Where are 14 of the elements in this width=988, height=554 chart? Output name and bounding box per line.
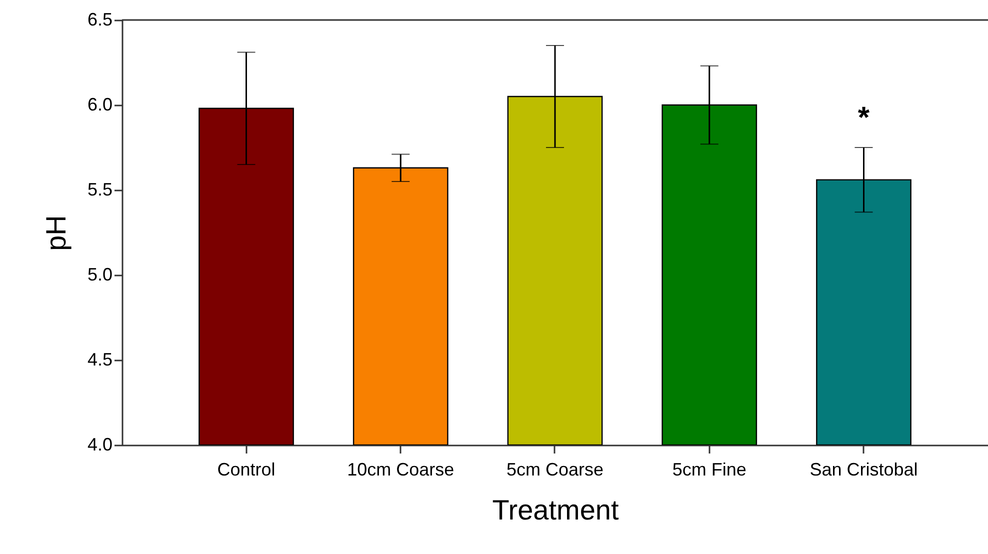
x-tick-label: Control	[217, 460, 276, 480]
y-tick-label: 5.0	[87, 264, 112, 284]
y-tick-label: 5.5	[87, 180, 112, 200]
y-tick-label: 4.5	[87, 350, 112, 370]
x-tick-label: 5cm Coarse	[506, 460, 604, 480]
x-tick-label: San Cristobal	[810, 460, 918, 480]
y-tick-label: 6.5	[87, 10, 112, 30]
annotation: *	[858, 102, 870, 134]
y-axis-title: pH	[40, 215, 72, 251]
y-tick-label: 4.0	[87, 434, 112, 454]
x-tick-label: 5cm Fine	[672, 460, 746, 480]
y-tick-label: 6.0	[87, 94, 112, 114]
x-axis-title: Treatment	[492, 494, 619, 526]
x-tick-label: 10cm Coarse	[347, 460, 454, 480]
